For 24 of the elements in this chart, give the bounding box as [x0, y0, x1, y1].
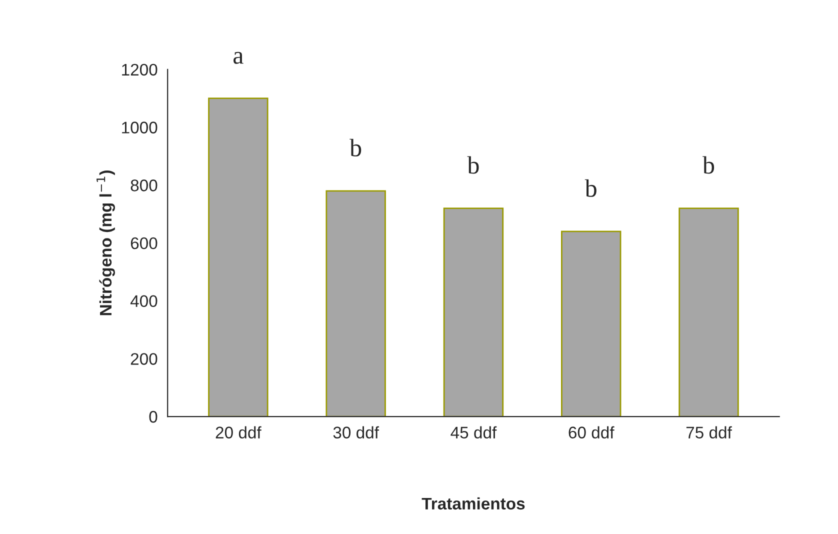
y-tick-label: 0 [149, 410, 158, 423]
x-tick-label: 45 ddf [450, 426, 497, 438]
y-axis-title: Nitrógeno (mg l$^{−1}$) [96, 170, 115, 316]
bar [326, 190, 386, 417]
x-tick-label: 20 ddf [216, 426, 262, 438]
y-tick-label: 800 [130, 180, 158, 192]
x-tick-label: 60 ddf [568, 426, 614, 438]
x-tick-label: 75 ddf [686, 426, 732, 438]
y-tick-label: 1200 [122, 64, 158, 76]
annotation: b [584, 179, 596, 197]
text: a [234, 52, 244, 64]
x-axis-title: Tratamientos [422, 497, 525, 510]
annotation: b [350, 138, 362, 156]
x-tick-label: 30 ddf [333, 426, 380, 438]
annotation: b [702, 156, 714, 174]
y-tick-label: 400 [130, 295, 158, 308]
bar [561, 230, 622, 417]
y-tick-label: 600 [130, 237, 158, 250]
y-tick-label: 1000 [122, 122, 158, 134]
y-tick-label: 200 [130, 353, 158, 365]
bar [678, 208, 739, 417]
bar [443, 208, 504, 417]
annotation: b [467, 156, 479, 174]
bar [208, 98, 268, 417]
